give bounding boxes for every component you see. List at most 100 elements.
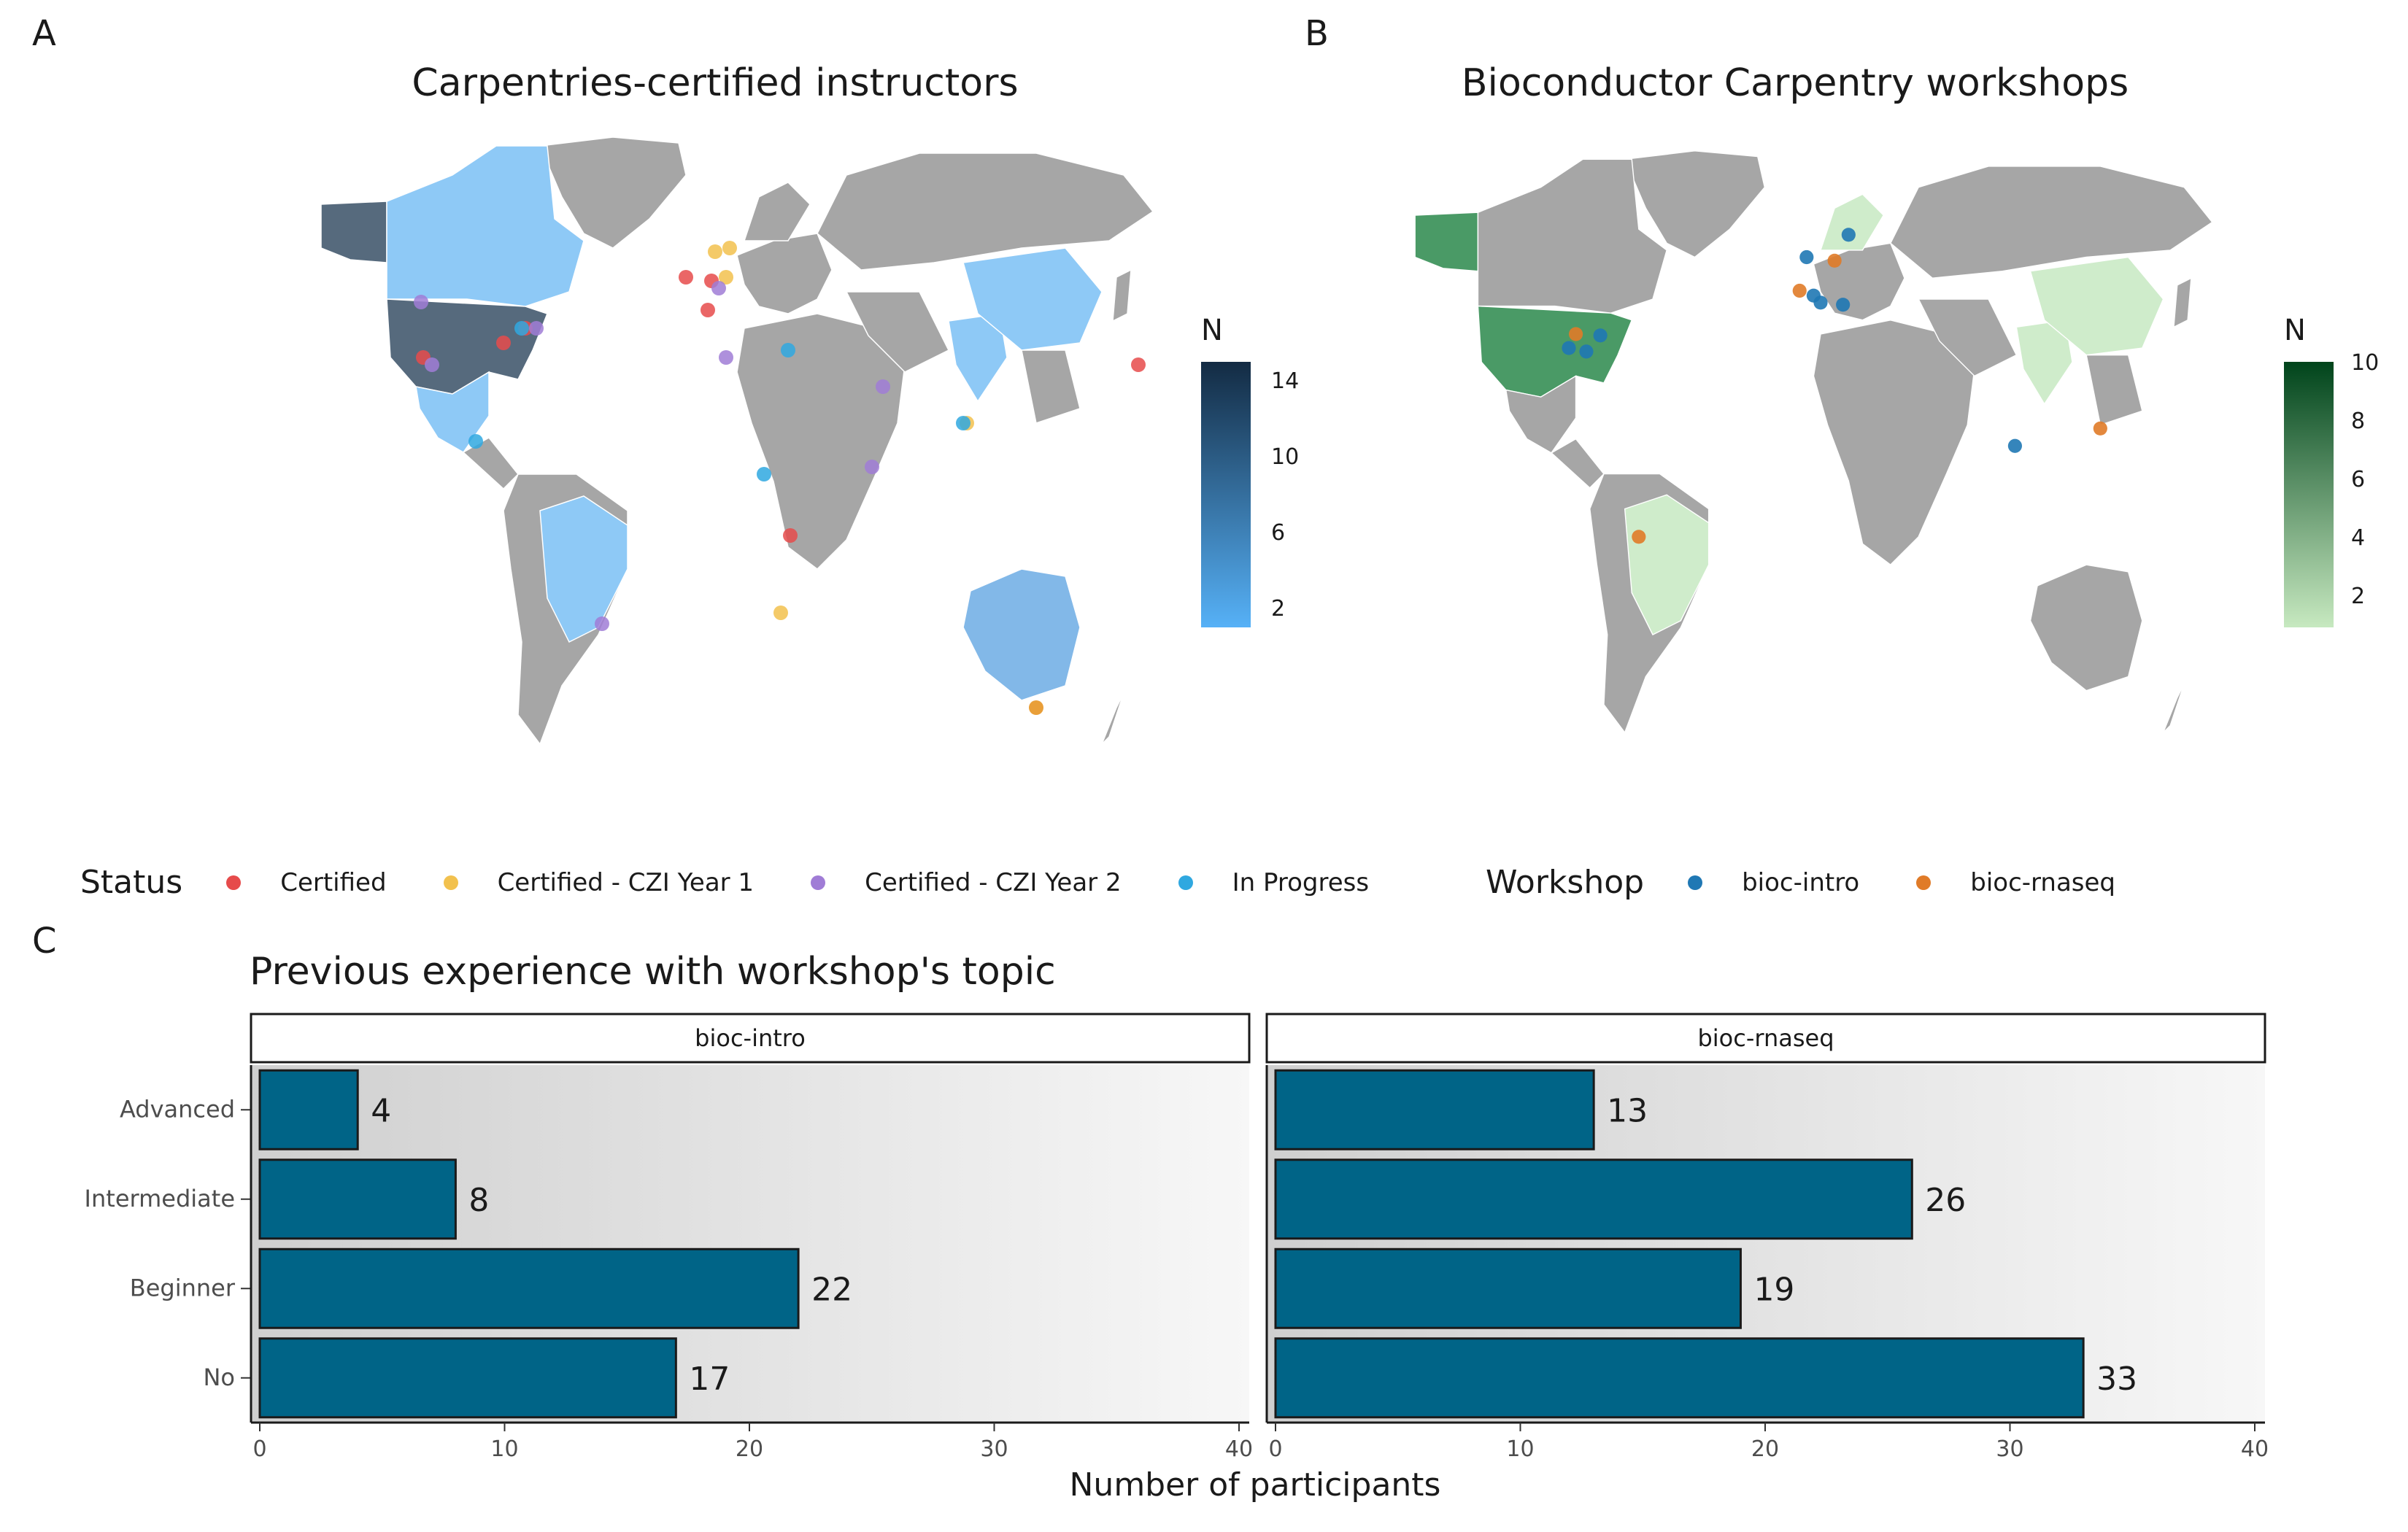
bar — [1274, 1337, 2085, 1419]
marker-czi-y1 — [1029, 700, 1043, 715]
bar — [258, 1158, 457, 1240]
marker-in-progress — [781, 343, 795, 357]
marker-czi-y2 — [425, 357, 439, 372]
bar-value-label: 26 — [1925, 1182, 1966, 1219]
map-b-colorbar-tick: 4 — [2351, 525, 2366, 551]
map-land-africa — [1813, 320, 1975, 566]
map-land-canada — [1477, 158, 1667, 314]
bar — [258, 1337, 677, 1419]
marker-bioc-intro — [1799, 249, 1814, 265]
legend-label: Certified - CZI Year 2 — [865, 867, 1122, 897]
map-land-new-zealand — [2162, 683, 2185, 733]
facet-strip-label: bioc-intro — [695, 1024, 806, 1052]
marker-czi-y1 — [722, 241, 737, 255]
map-land-alaska — [320, 201, 387, 263]
map-b-colorbar — [2284, 362, 2334, 627]
legend-label: Certified - CZI Year 1 — [497, 867, 755, 897]
bar-value-label: 8 — [468, 1182, 489, 1219]
bar-value-label: 33 — [2096, 1361, 2137, 1398]
map-b-title: Bioconductor Carpentry workshops — [1461, 61, 2129, 105]
map-land-scandinavia — [1820, 193, 1885, 251]
bar — [258, 1069, 359, 1150]
marker-bioc-rnaseq — [1792, 283, 1807, 298]
marker-czi-y2 — [865, 460, 879, 474]
marker-bioc-rnaseq — [1632, 530, 1646, 544]
marker-bioc-rnaseq — [1827, 253, 1842, 268]
map-land-greenland — [1624, 150, 1766, 258]
x-tick-label: 0 — [1268, 1436, 1282, 1462]
legend-label: bioc-intro — [1742, 867, 1860, 897]
map-b-legend: Workshop bioc-intro bioc-rnaseq — [1486, 864, 2172, 901]
map-land-japan — [2173, 277, 2192, 328]
marker-czi-y2 — [719, 350, 733, 365]
map-a-colorbar — [1201, 362, 1251, 627]
panel-letter-b: B — [1305, 13, 1329, 54]
bar-value-label: 4 — [371, 1092, 391, 1129]
map-land-china — [962, 247, 1103, 351]
marker-bioc-rnaseq — [1569, 327, 1583, 341]
legend-label: In Progress — [1232, 867, 1370, 897]
legend-label: bioc-rnaseq — [1970, 867, 2116, 897]
marker-czi-y2 — [414, 295, 428, 309]
map-b-legend-title: Workshop — [1486, 864, 1645, 901]
marker-certified — [496, 336, 511, 350]
bar — [1274, 1247, 1742, 1329]
marker-in-progress — [514, 321, 529, 336]
panel-letter-a: A — [32, 13, 56, 54]
map-land-new-zealand — [1101, 692, 1124, 745]
legend-item-certified: Certified — [226, 867, 387, 897]
y-tick-label: Intermediate — [85, 1185, 235, 1212]
map-land-russia — [1889, 166, 2213, 279]
marker-czi-y2 — [529, 321, 544, 336]
marker-bioc-intro — [1841, 228, 1856, 242]
marker-czi-y1 — [773, 606, 788, 620]
marker-certified — [783, 528, 798, 543]
legend-item-bioc-rnaseq: bioc-rnaseq — [1916, 868, 2115, 897]
map-a-legend: Status Certified Certified - CZI Year 1 … — [80, 864, 1426, 901]
map-a-colorbar-title: N — [1201, 314, 1223, 347]
marker-certified — [1131, 357, 1146, 372]
bar — [1274, 1158, 1913, 1240]
x-tick-label: 20 — [736, 1436, 763, 1462]
bar-value-label: 17 — [689, 1361, 730, 1398]
map-land-scandinavia — [743, 182, 811, 241]
map-a-colorbar-tick: 14 — [1271, 368, 1300, 394]
x-tick-label: 40 — [1225, 1436, 1253, 1462]
map-a-markers — [414, 241, 1146, 715]
bar-value-label: 13 — [1607, 1092, 1648, 1129]
y-tick-label: No — [203, 1363, 235, 1391]
legend-item-czi-year-2: Certified - CZI Year 2 — [811, 868, 1122, 897]
map-land-brazil — [539, 495, 628, 643]
map-land-central-america — [1550, 438, 1605, 489]
legend-label: Certified — [280, 867, 387, 897]
bar — [1274, 1069, 1595, 1150]
map-land-australia — [962, 568, 1081, 701]
legend-dot — [1688, 875, 1703, 890]
x-axis-title: Number of participants — [1069, 1466, 1441, 1504]
facet-strip-label: bioc-rnaseq — [1697, 1024, 1834, 1052]
experience-bar-chart: Advanced Intermediate Beginner No bioc-intro… — [85, 1013, 2269, 1462]
facet-strip — [250, 1013, 1251, 1064]
marker-czi-y2 — [711, 281, 726, 295]
marker-in-progress — [956, 416, 970, 430]
legend-dot — [1916, 875, 1932, 890]
map-b-markers — [1562, 228, 2107, 544]
map-land-africa — [736, 313, 906, 570]
x-tick-label: 10 — [490, 1436, 518, 1462]
map-a-colorbar-tick: 2 — [1271, 596, 1286, 622]
legend-item-in-progress: In Progress — [1178, 868, 1369, 897]
marker-bioc-intro — [1579, 344, 1594, 359]
map-land-usa — [386, 298, 548, 395]
map-land-mexico — [415, 371, 490, 453]
map-land-usa — [1477, 305, 1633, 398]
map-b-colorbar-tick: 2 — [2351, 584, 2366, 609]
map-land-southeast-asia — [2085, 354, 2143, 426]
marker-bioc-intro — [1836, 298, 1851, 312]
map-a-colorbar-tick: 6 — [1271, 520, 1286, 546]
marker-bioc-rnaseq — [2093, 421, 2107, 436]
bar-value-label: 19 — [1753, 1271, 1794, 1308]
x-tick-label: 30 — [1996, 1436, 2023, 1462]
map-land-middle-east — [1918, 298, 2018, 377]
facet-strip — [1265, 1013, 2266, 1064]
map-land-canada — [386, 145, 584, 307]
